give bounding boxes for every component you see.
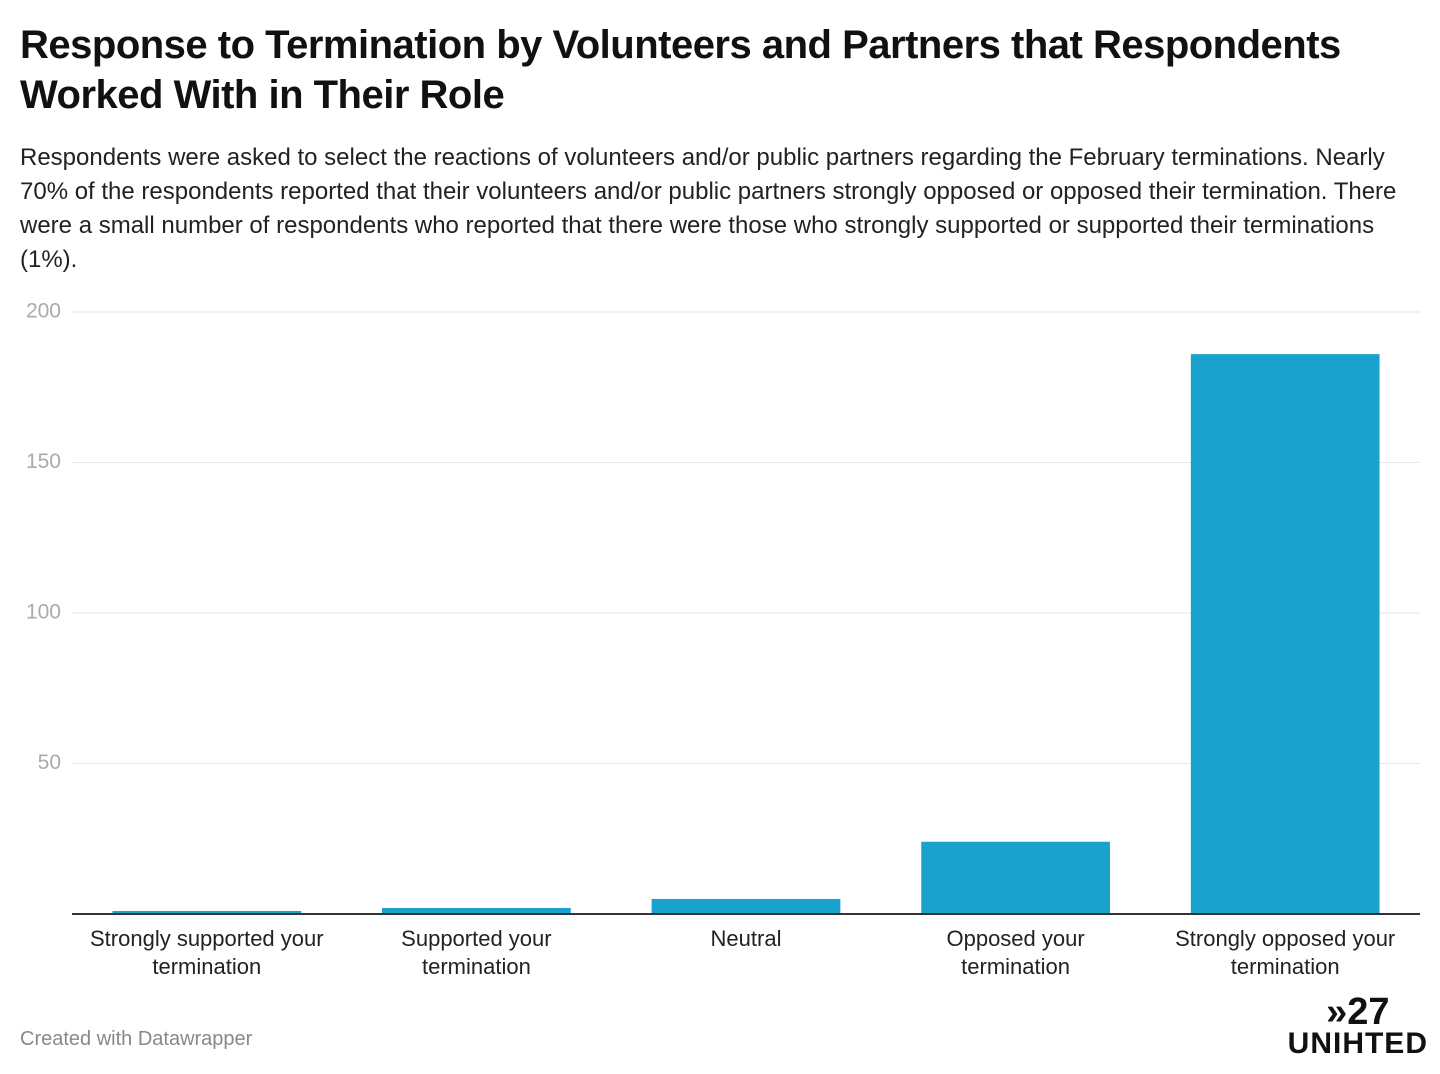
y-tick-label: 150: [26, 450, 61, 473]
x-tick-label: Strongly supported your termination: [90, 926, 324, 979]
x-tick-label: Neutral: [710, 926, 782, 951]
bar: [1190, 354, 1380, 914]
bar: [382, 907, 571, 914]
logo: »27 UNIHTED: [1287, 991, 1428, 1060]
footer: Created with Datawrapper: [20, 1028, 253, 1050]
x-tick-label: Opposed your termination: [946, 926, 1085, 979]
logo-bottom: UNIHTED: [1287, 1027, 1428, 1060]
chart-subtitle: Respondents were asked to select the rea…: [20, 144, 1397, 273]
chart-title: Response to Termination by Volunteers an…: [20, 23, 1341, 117]
bar: [651, 898, 841, 914]
bar: [921, 841, 1110, 914]
x-tick-label: Supported your termination: [401, 926, 552, 979]
x-tick-label: Strongly opposed your termination: [1175, 926, 1396, 979]
y-tick-label: 200: [26, 300, 61, 323]
y-tick-label: 50: [38, 751, 61, 774]
logo-top: »27: [1326, 991, 1390, 1033]
bar: [112, 910, 302, 914]
y-tick-label: 100: [26, 601, 61, 624]
